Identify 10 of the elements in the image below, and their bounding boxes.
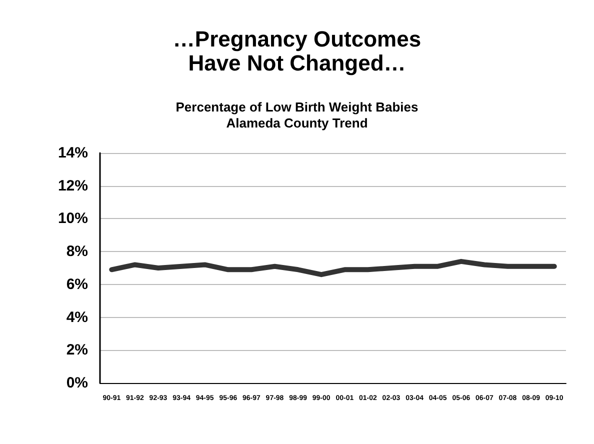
y-tick-label: 10% [58, 210, 88, 228]
chart-subtitle: Percentage of Low Birth Weight Babies Alameda County Trend [176, 100, 418, 130]
y-tick-label: 4% [66, 308, 88, 326]
y-tick-label: 2% [66, 342, 88, 359]
y-tick-label: 14% [58, 144, 88, 162]
chart-title: …Pregnancy Outcomes Have Not Changed… [172, 26, 422, 76]
y-tick-label: 12% [58, 177, 88, 194]
y-tick-label: 8% [66, 243, 88, 260]
y-tick-label: 6% [66, 276, 88, 293]
y-tick-label: 0% [66, 374, 88, 392]
